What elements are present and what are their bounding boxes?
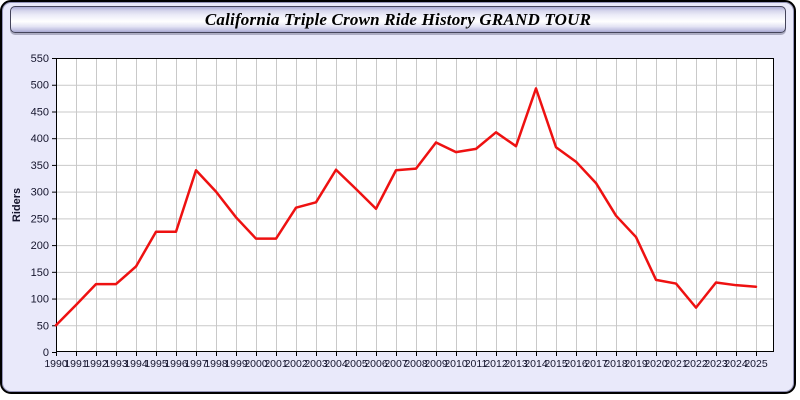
svg-text:1998: 1998 bbox=[204, 358, 228, 370]
svg-text:2011: 2011 bbox=[465, 358, 488, 370]
svg-text:2021: 2021 bbox=[664, 358, 688, 370]
page-title: California Triple Crown Ride History GRA… bbox=[204, 9, 592, 29]
svg-text:2025: 2025 bbox=[744, 358, 768, 370]
x-axis-labels: 1990199119921993199419951996199719981999… bbox=[44, 358, 768, 370]
svg-text:500: 500 bbox=[31, 80, 49, 92]
plot-area bbox=[56, 58, 774, 352]
svg-text:2014: 2014 bbox=[524, 358, 548, 370]
plot-border bbox=[56, 58, 774, 352]
svg-text:2012: 2012 bbox=[484, 358, 508, 370]
svg-text:2006: 2006 bbox=[364, 358, 388, 370]
svg-text:2024: 2024 bbox=[724, 358, 748, 370]
svg-text:2007: 2007 bbox=[384, 358, 408, 370]
svg-text:1995: 1995 bbox=[144, 358, 168, 370]
ride-history-line bbox=[54, 87, 758, 327]
svg-text:1991: 1991 bbox=[64, 358, 88, 370]
svg-text:300: 300 bbox=[31, 187, 49, 199]
svg-text:2018: 2018 bbox=[604, 358, 628, 370]
axis-ticks bbox=[52, 58, 757, 356]
svg-text:1993: 1993 bbox=[104, 358, 128, 370]
svg-text:50: 50 bbox=[37, 320, 49, 332]
svg-text:2010: 2010 bbox=[444, 358, 468, 370]
svg-text:2023: 2023 bbox=[704, 358, 728, 370]
svg-text:2017: 2017 bbox=[584, 358, 608, 370]
svg-text:1994: 1994 bbox=[124, 358, 148, 370]
svg-text:2005: 2005 bbox=[344, 358, 368, 370]
svg-text:1990: 1990 bbox=[44, 358, 68, 370]
svg-text:2022: 2022 bbox=[684, 358, 708, 370]
svg-text:100: 100 bbox=[31, 294, 49, 306]
gridlines bbox=[56, 58, 774, 352]
svg-text:0: 0 bbox=[43, 347, 49, 359]
svg-text:200: 200 bbox=[31, 240, 49, 252]
svg-text:2002: 2002 bbox=[284, 358, 308, 370]
svg-text:2009: 2009 bbox=[424, 358, 448, 370]
svg-text:1996: 1996 bbox=[164, 358, 188, 370]
svg-text:1992: 1992 bbox=[84, 358, 108, 370]
svg-text:1997: 1997 bbox=[184, 358, 208, 370]
y-axis-labels: 0 50 100 150 200 250 300 350 400 450 500 550 bbox=[31, 53, 49, 359]
svg-text:2000: 2000 bbox=[244, 358, 268, 370]
svg-text:2015: 2015 bbox=[544, 358, 568, 370]
svg-text:2001: 2001 bbox=[264, 358, 288, 370]
svg-text:250: 250 bbox=[31, 213, 49, 225]
svg-text:350: 350 bbox=[31, 160, 49, 172]
svg-text:2020: 2020 bbox=[644, 358, 668, 370]
svg-text:2013: 2013 bbox=[504, 358, 528, 370]
svg-text:450: 450 bbox=[31, 106, 49, 118]
y-axis-title: Riders bbox=[11, 188, 23, 222]
svg-text:2004: 2004 bbox=[324, 358, 348, 370]
chart-canvas: 0501001502002503003504004505005501990199… bbox=[11, 53, 774, 370]
svg-text:2016: 2016 bbox=[564, 358, 588, 370]
svg-text:1999: 1999 bbox=[224, 358, 248, 370]
svg-text:150: 150 bbox=[31, 267, 49, 279]
title-bar: California Triple Crown Ride History GRA… bbox=[10, 6, 786, 33]
svg-text:2003: 2003 bbox=[304, 358, 328, 370]
svg-text:400: 400 bbox=[31, 133, 49, 145]
svg-text:2008: 2008 bbox=[404, 358, 428, 370]
svg-text:550: 550 bbox=[31, 53, 49, 65]
svg-text:2019: 2019 bbox=[624, 358, 648, 370]
